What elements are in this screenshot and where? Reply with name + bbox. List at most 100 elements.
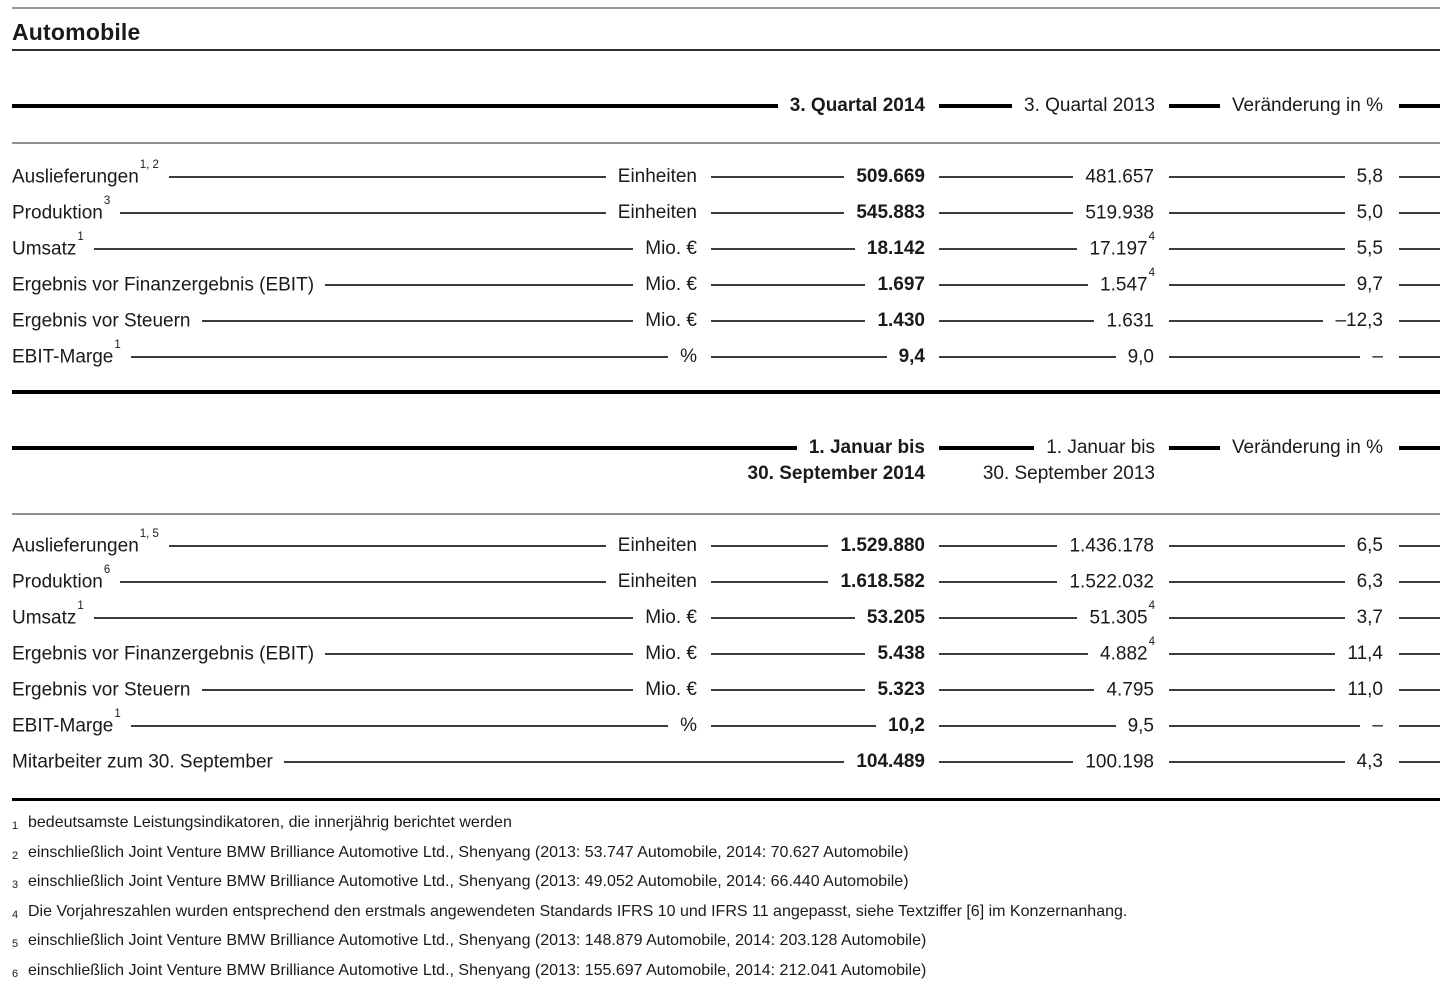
row-unit: % bbox=[668, 715, 697, 737]
footnote-text: einschließlich Joint Venture BMW Brillia… bbox=[28, 958, 926, 985]
leader-line bbox=[711, 545, 828, 547]
leader-line bbox=[1399, 617, 1440, 619]
leader-line bbox=[577, 356, 668, 358]
leader-line bbox=[1169, 689, 1335, 691]
footnote-ref: 4 bbox=[1149, 231, 1155, 243]
value-2014: 545.883 bbox=[844, 202, 925, 224]
leader-line bbox=[169, 545, 577, 547]
value-change: 9,7 bbox=[1345, 274, 1383, 296]
leader-line bbox=[577, 761, 697, 763]
footnote-ref: 1, 2 bbox=[140, 159, 159, 171]
leader-line bbox=[939, 617, 1077, 619]
ytd-col-2013-line1: 1. Januar bis bbox=[1034, 437, 1155, 459]
table-row: Umsatz1 Mio. € 53.205 51.3054 3,7 bbox=[12, 600, 1440, 636]
footnote-ref: 1 bbox=[77, 231, 83, 243]
leader-line bbox=[169, 176, 577, 178]
ytd-col-2013-line2: 30. September 2013 bbox=[971, 463, 1155, 485]
value-2013: 1.522.032 bbox=[1057, 571, 1155, 593]
leader-line bbox=[1399, 725, 1440, 727]
table-row: Ergebnis vor Steuern Mio. € 5.323 4.795 … bbox=[12, 672, 1440, 708]
footnote-number: 4 bbox=[12, 899, 28, 929]
leader-line bbox=[711, 176, 844, 178]
leader-line bbox=[325, 284, 577, 286]
footnote-ref: 1, 5 bbox=[140, 528, 159, 540]
row-label: EBIT-Marge1 bbox=[12, 346, 131, 368]
section-divider-rule bbox=[12, 390, 1440, 394]
value-2013: 519.938 bbox=[1073, 202, 1155, 224]
value-2014: 10,2 bbox=[876, 715, 925, 737]
value-change: – bbox=[1360, 346, 1383, 368]
leader-line bbox=[939, 284, 1088, 286]
leader-line bbox=[12, 104, 697, 108]
leader-line bbox=[1399, 761, 1440, 763]
value-2013: 1.436.178 bbox=[1057, 535, 1155, 557]
footnote-text: Die Vorjahreszahlen wurden entsprechend … bbox=[28, 899, 1127, 926]
table-row: EBIT-Marge1 % 9,4 9,0 – bbox=[12, 339, 1440, 375]
leader-line bbox=[1169, 320, 1323, 322]
leader-line bbox=[284, 761, 577, 763]
footnote-text: einschließlich Joint Venture BMW Brillia… bbox=[28, 928, 926, 955]
leader-line bbox=[577, 653, 633, 655]
q3-table-body: Auslieferungen1, 2 Einheiten 509.669 481… bbox=[12, 144, 1440, 375]
leader-line bbox=[94, 617, 577, 619]
value-2014: 18.142 bbox=[855, 238, 925, 260]
leader-line bbox=[939, 212, 1073, 214]
report-page: Automobile 3. Quartal 2014 3. Quartal 20… bbox=[0, 7, 1446, 987]
ytd-col-change: Veränderung in % bbox=[1220, 437, 1383, 459]
table-row: Ergebnis vor Finanzergebnis (EBIT) Mio. … bbox=[12, 636, 1440, 672]
leader-line bbox=[1169, 446, 1220, 450]
leader-line bbox=[711, 248, 855, 250]
q3-header-lead bbox=[12, 104, 697, 108]
q3-header-row: 3. Quartal 2014 3. Quartal 2013 Veränder… bbox=[12, 86, 1440, 126]
value-2014: 5.438 bbox=[865, 643, 925, 665]
footnote-ref: 1 bbox=[114, 708, 120, 720]
footnote-ref: 6 bbox=[104, 564, 110, 576]
leader-line bbox=[1169, 581, 1345, 583]
value-change: 11,4 bbox=[1335, 643, 1383, 665]
row-unit: Mio. € bbox=[633, 607, 697, 629]
footnote-number: 6 bbox=[12, 958, 28, 987]
leader-line bbox=[1399, 212, 1440, 214]
leader-line bbox=[577, 284, 633, 286]
title-rule bbox=[12, 49, 1440, 51]
value-2014: 53.205 bbox=[855, 607, 925, 629]
leader-line bbox=[711, 212, 844, 214]
footnote-ref: 4 bbox=[1149, 636, 1155, 648]
leader-line bbox=[711, 689, 865, 691]
row-label: Umsatz1 bbox=[12, 238, 94, 260]
value-change: 6,5 bbox=[1345, 535, 1383, 557]
value-2013: 4.8824 bbox=[1088, 643, 1155, 665]
footnote-text: bedeutsamste Leistungsindikatoren, die i… bbox=[28, 810, 512, 837]
leader-line bbox=[1399, 320, 1440, 322]
leader-line bbox=[325, 653, 577, 655]
row-label: Produktion3 bbox=[12, 202, 120, 224]
value-2014: 1.697 bbox=[865, 274, 925, 296]
value-2014: 1.618.582 bbox=[828, 571, 925, 593]
row-label: Ergebnis vor Steuern bbox=[12, 679, 202, 701]
value-2013: 9,5 bbox=[1116, 715, 1155, 737]
leader-line bbox=[1399, 104, 1440, 108]
value-2014: 104.489 bbox=[844, 751, 925, 773]
value-2013: 100.198 bbox=[1073, 751, 1155, 773]
leader-line bbox=[1399, 653, 1440, 655]
footnote-number: 3 bbox=[12, 869, 28, 899]
footnote-number: 1 bbox=[12, 810, 28, 840]
value-change: 3,7 bbox=[1345, 607, 1383, 629]
leader-line bbox=[697, 761, 844, 763]
leader-line bbox=[1169, 545, 1345, 547]
leader-line bbox=[697, 104, 778, 108]
leader-line bbox=[1169, 761, 1345, 763]
leader-line bbox=[1169, 356, 1360, 358]
leader-line bbox=[711, 617, 855, 619]
leader-line bbox=[939, 653, 1088, 655]
table-row: Umsatz1 Mio. € 18.142 17.1974 5,5 bbox=[12, 231, 1440, 267]
leader-line bbox=[1399, 581, 1440, 583]
value-2014: 1.529.880 bbox=[828, 535, 925, 557]
footnote-text: einschließlich Joint Venture BMW Brillia… bbox=[28, 869, 909, 896]
ytd-col-2014-line2: 30. September 2014 bbox=[736, 463, 925, 485]
value-change: – bbox=[1360, 715, 1383, 737]
leader-line bbox=[939, 689, 1094, 691]
